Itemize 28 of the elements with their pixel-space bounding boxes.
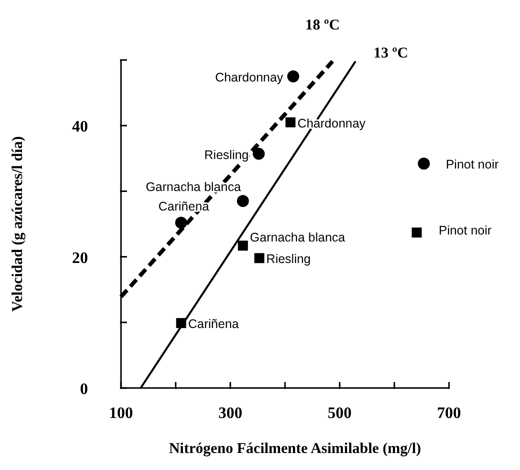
point (285, 117, 296, 128)
point (287, 70, 300, 82)
series-label: 13 ºC (374, 45, 408, 62)
annotation: Chardonnay (215, 70, 284, 84)
annotation: Cariñena (158, 200, 210, 214)
point (412, 228, 422, 238)
y-tick-label: 40 (72, 118, 88, 136)
annotation: Riesling (204, 148, 249, 162)
annotation: Riesling (266, 252, 311, 266)
annotation: Garnacha blanca (250, 230, 346, 245)
point (418, 158, 430, 170)
x-tick-label: 100 (109, 405, 133, 422)
y-tick-label: 0 (80, 381, 88, 398)
point (252, 148, 265, 160)
annotation: Pinot noir (438, 224, 492, 238)
point (236, 195, 249, 208)
y-axis-title: Velocidad (g azúcares/l día) (10, 136, 26, 312)
annotation: Cariñena (188, 317, 239, 332)
x-axis-title: Nitrógeno Fácilmente Asimilable (mg/l) (168, 441, 422, 457)
series-label: 18 ºC (305, 17, 340, 34)
y-tick-label: 20 (72, 250, 88, 267)
x-tick-label: 700 (437, 405, 461, 422)
x-tick-label: 300 (218, 405, 242, 422)
point (238, 240, 248, 251)
point (254, 253, 264, 264)
annotation: Pinot noir (446, 158, 499, 172)
point (175, 216, 188, 229)
x-tick-label: 500 (328, 405, 352, 422)
